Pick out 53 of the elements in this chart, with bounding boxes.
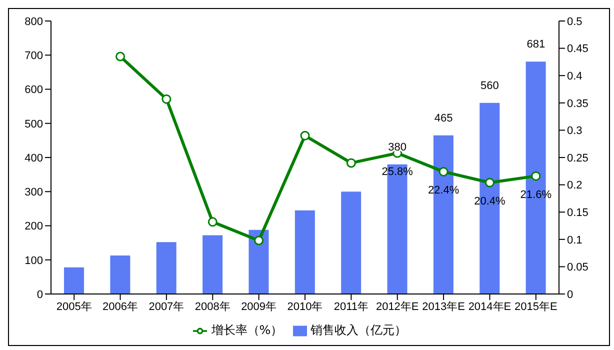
y-tick-label: 500 bbox=[24, 118, 43, 130]
bar bbox=[110, 255, 130, 294]
y2-tick-label: 0.45 bbox=[567, 43, 588, 56]
bar bbox=[294, 210, 315, 294]
y2-tick-label: 0.3 bbox=[567, 125, 582, 138]
point bbox=[484, 178, 494, 188]
y-tick-label: 0 bbox=[36, 288, 43, 301]
y-tick-label: 200 bbox=[24, 220, 43, 233]
bar bbox=[64, 267, 84, 294]
y2-tick-label: 0.15 bbox=[567, 207, 588, 220]
x-tick-label: 2008年 bbox=[194, 300, 230, 313]
data-label: 465 bbox=[434, 112, 453, 124]
data-label: 681 bbox=[526, 38, 546, 51]
x-tick-label: 2012年E bbox=[376, 300, 419, 313]
y-tick-label: 100 bbox=[24, 254, 43, 267]
point bbox=[346, 158, 356, 168]
bar bbox=[202, 235, 223, 294]
y-tick-label: 300 bbox=[24, 186, 43, 199]
y-tick-label: 700 bbox=[24, 50, 43, 62]
x-tick-label: 2009年 bbox=[241, 300, 277, 313]
y-tick-label: 400 bbox=[24, 152, 43, 164]
x-tick-label: 2010年 bbox=[287, 300, 323, 313]
point bbox=[531, 171, 541, 181]
y-tick-label: 800 bbox=[24, 16, 43, 28]
bar bbox=[156, 242, 176, 294]
y2-tick-label: 0.1 bbox=[567, 234, 582, 246]
y2-tick-label: 0 bbox=[567, 288, 574, 301]
x-tick-label: 2006年 bbox=[102, 300, 138, 313]
y2-tick-label: 0.25 bbox=[567, 152, 588, 164]
x-tick-label: 2005年 bbox=[56, 300, 92, 313]
point bbox=[254, 236, 264, 246]
x-tick-label: 2015年E bbox=[514, 300, 558, 313]
y2-tick-label: 0.5 bbox=[567, 16, 582, 28]
y2-tick-label: 0.05 bbox=[567, 262, 588, 274]
y-tick-label: 600 bbox=[24, 84, 43, 96]
point bbox=[162, 94, 172, 104]
y2-tick-label: 0.2 bbox=[567, 180, 582, 192]
data-label: 560 bbox=[480, 80, 499, 92]
point bbox=[438, 166, 448, 176]
legend-label: 增长率（%） bbox=[211, 323, 283, 337]
data-label: 380 bbox=[388, 141, 407, 154]
y2-tick-label: 0.35 bbox=[567, 98, 588, 110]
point bbox=[208, 217, 218, 227]
x-tick-label: 2007年 bbox=[148, 300, 184, 313]
x-tick-label: 2014年E bbox=[468, 300, 512, 313]
x-tick-label: 2013年E bbox=[422, 300, 465, 313]
point bbox=[300, 130, 310, 140]
bar bbox=[341, 192, 362, 294]
bar bbox=[248, 230, 269, 294]
x-tick-label: 2011年 bbox=[334, 300, 369, 313]
point bbox=[116, 52, 126, 62]
legend-label: 销售收入（亿元） bbox=[310, 323, 407, 337]
y2-tick-label: 0.4 bbox=[567, 70, 582, 83]
